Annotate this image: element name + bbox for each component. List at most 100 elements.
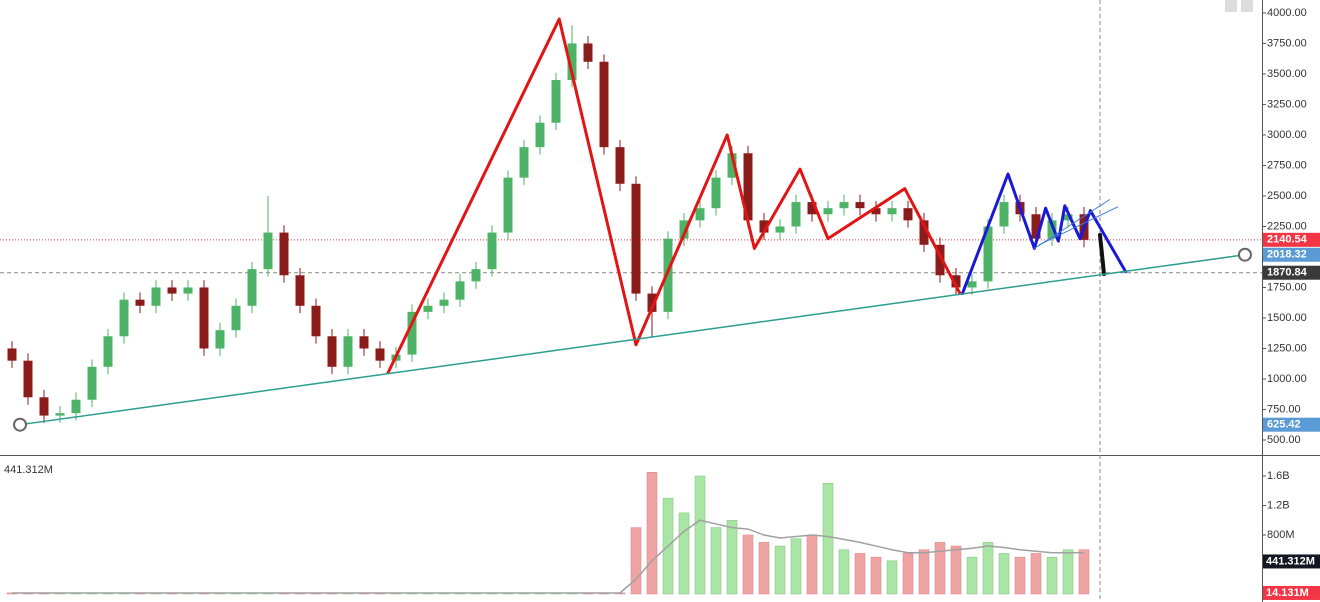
candle-body <box>631 183 641 294</box>
price-label-box <box>1263 247 1320 262</box>
volume-bar <box>726 519 738 595</box>
volume-bar <box>982 542 994 595</box>
candle-body <box>119 299 129 337</box>
candle-body <box>215 330 225 349</box>
volume-bar <box>966 556 978 595</box>
price-label-box <box>1263 417 1320 432</box>
candle-body <box>359 336 369 349</box>
candle-body <box>967 281 977 288</box>
candle-body <box>263 232 273 270</box>
volume-label-box <box>1263 585 1320 600</box>
candle-body <box>759 220 769 233</box>
y-tick-label: 3500.00 <box>1267 68 1307 80</box>
candle-body <box>983 226 993 282</box>
candle-body <box>167 287 177 294</box>
candle-body <box>807 202 817 215</box>
drawing-handle <box>1237 247 1252 262</box>
price-label: 2140.54 <box>1267 234 1308 246</box>
drawing-line <box>19 253 1246 426</box>
candle-body <box>711 177 721 209</box>
drawing-line <box>1038 206 1119 246</box>
candle-body <box>39 397 49 416</box>
volume-bar <box>934 542 946 595</box>
drawing-line <box>1033 199 1111 249</box>
volume-bar <box>854 553 866 595</box>
y-tick-label: 1250.00 <box>1267 342 1307 354</box>
volume-bar <box>838 549 850 595</box>
candle-body <box>919 220 929 245</box>
drawing-line <box>386 17 962 375</box>
candle-body <box>567 43 577 81</box>
volume-bar <box>646 472 658 595</box>
y-tick-label: 4000.00 <box>1267 7 1307 19</box>
drawing-line <box>960 172 1128 296</box>
candle-body <box>135 299 145 306</box>
candle-body <box>199 287 209 349</box>
candle-body <box>471 269 481 282</box>
candle-body <box>679 220 689 239</box>
candle-body <box>343 336 353 367</box>
candle-body <box>887 208 897 215</box>
y-tick-label: 1.2B <box>1267 499 1290 511</box>
candle-body <box>231 305 241 331</box>
y-tick-label: 800M <box>1267 529 1295 541</box>
volume-bar <box>630 527 642 595</box>
volume-bar <box>998 553 1010 595</box>
candle-body <box>487 232 497 270</box>
drawing-line <box>1098 233 1106 277</box>
price-label-box <box>1263 265 1320 280</box>
y-tick-label: 2750.00 <box>1267 159 1307 171</box>
candle-body <box>295 275 305 306</box>
candle-body <box>439 299 449 306</box>
candle-body <box>455 281 465 300</box>
candle-body <box>951 275 961 288</box>
toolbar-button[interactable] <box>1241 0 1253 12</box>
candle-body <box>775 226 785 233</box>
volume-bar <box>694 475 706 595</box>
volume-bar <box>790 538 802 595</box>
candle-body <box>935 244 945 276</box>
y-tick-label: 1500.00 <box>1267 312 1307 324</box>
y-tick-label: 1750.00 <box>1267 281 1307 293</box>
y-tick-label: 1000.00 <box>1267 373 1307 385</box>
volume-label-box <box>1263 554 1320 569</box>
candle-body <box>503 177 513 233</box>
price-label: 625.42 <box>1267 419 1301 431</box>
candle-body <box>71 399 81 414</box>
candle-body <box>823 208 833 215</box>
candle-body <box>183 287 193 294</box>
y-tick-label: 2250.00 <box>1267 220 1307 232</box>
volume-bar <box>918 549 930 595</box>
candle-body <box>647 293 657 312</box>
volume-bar <box>950 545 962 595</box>
candle-body <box>247 269 257 306</box>
volume-label: 441.312M <box>1266 555 1315 567</box>
candle-body <box>87 366 97 400</box>
toolbar-button[interactable] <box>1225 0 1237 12</box>
candle-body <box>1031 214 1041 239</box>
candle-body <box>23 360 33 398</box>
volume-bar <box>1062 549 1074 595</box>
candle-body <box>695 208 705 221</box>
y-tick-label: 750.00 <box>1267 403 1301 415</box>
candle-body <box>903 208 913 221</box>
candle-body <box>1063 214 1073 221</box>
y-tick-label: 3250.00 <box>1267 98 1307 110</box>
candle-body <box>7 348 17 361</box>
y-tick-label: 500.00 <box>1267 434 1301 446</box>
candle-body <box>55 413 65 416</box>
y-tick-label: 3750.00 <box>1267 37 1307 49</box>
volume-bar <box>710 527 722 595</box>
drawing-handle <box>13 417 27 432</box>
candle-body <box>839 202 849 209</box>
candle-body <box>375 348 385 361</box>
volume-bar <box>1030 553 1042 595</box>
candle-body <box>855 202 865 209</box>
candle-body <box>151 287 161 306</box>
candle-body <box>535 122 545 148</box>
candle-body <box>327 336 337 367</box>
candle-body <box>311 305 321 337</box>
price-label: 1870.84 <box>1267 267 1308 279</box>
